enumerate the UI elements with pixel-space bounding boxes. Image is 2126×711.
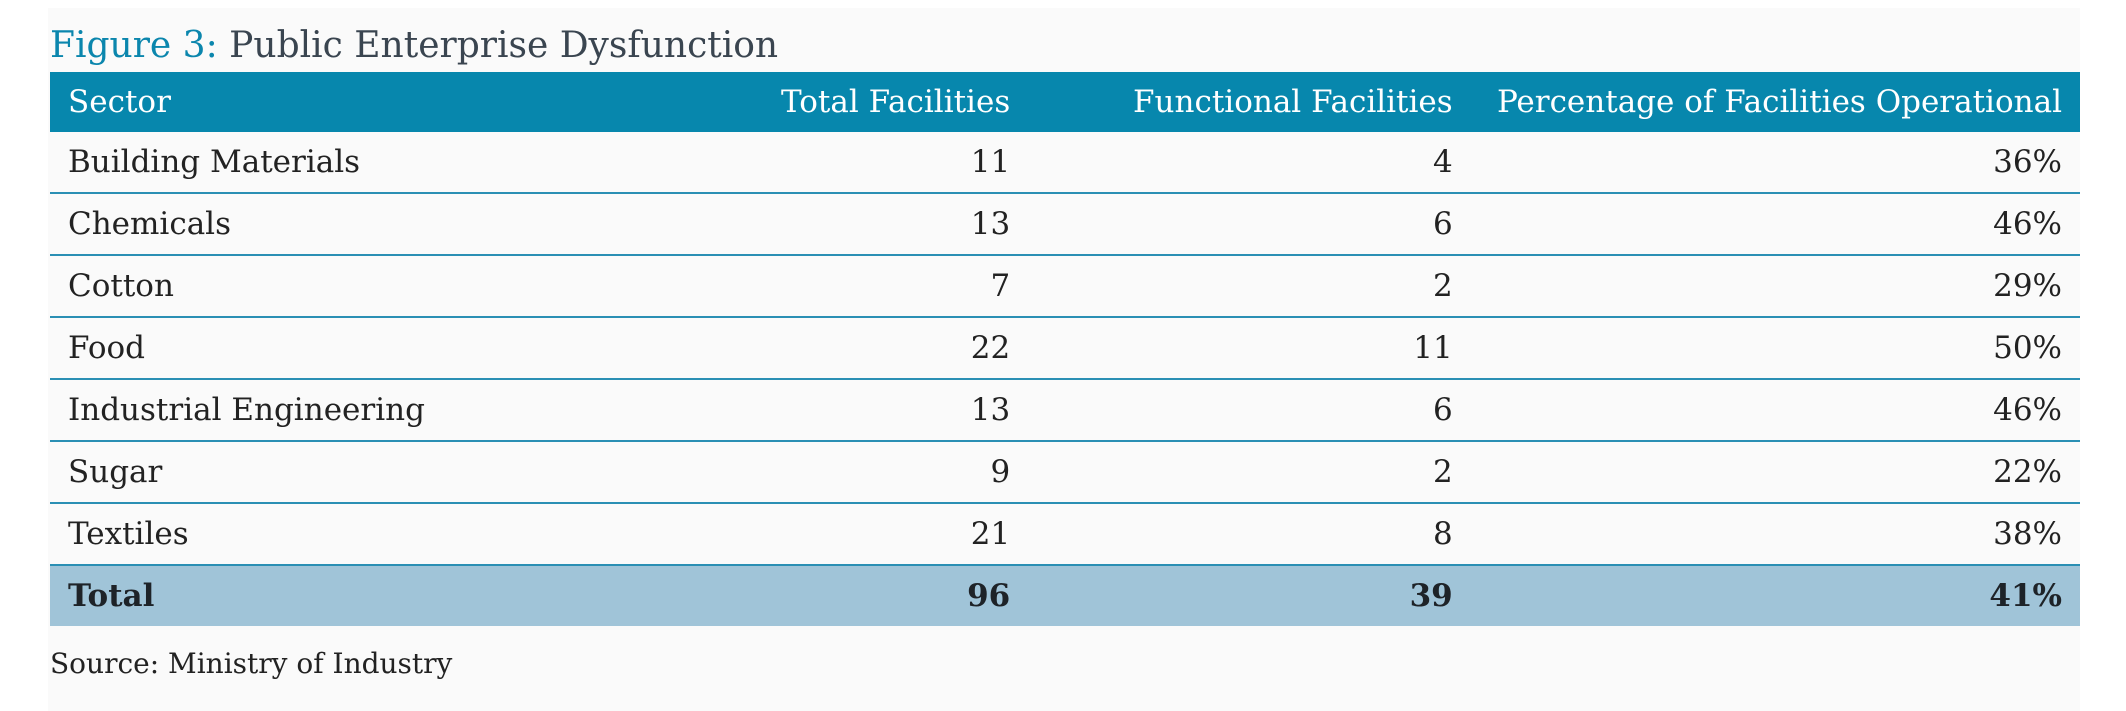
cell-total-facilities: 9 [675, 441, 1029, 504]
figure-title: Figure 3: Public Enterprise Dysfunction [50, 18, 778, 74]
column-header-percentage-operational: Percentage of Facilities Operational [1470, 72, 2080, 132]
cell-functional-facilities: 2 [1028, 255, 1471, 318]
total-label: Total [50, 565, 676, 626]
table-row: Sugar 9 2 22% [50, 441, 2080, 504]
table-row: Chemicals 13 6 46% [50, 193, 2080, 256]
table-footer: Total 96 39 41% [50, 565, 2080, 626]
cell-functional-facilities: 6 [1028, 379, 1471, 442]
cell-percentage-operational: 46% [1470, 193, 2080, 256]
total-percentage-value: 41% [1470, 565, 2080, 626]
cell-total-facilities: 13 [675, 379, 1029, 442]
column-header-total-facilities: Total Facilities [675, 72, 1029, 132]
total-functional-value: 39 [1028, 565, 1471, 626]
cell-total-facilities: 13 [675, 193, 1029, 256]
table-body: Building Materials 11 4 36% Chemicals 13… [50, 132, 2080, 566]
cell-percentage-operational: 22% [1470, 441, 2080, 504]
cell-total-facilities: 7 [675, 255, 1029, 318]
total-facilities-value: 96 [675, 565, 1029, 626]
cell-functional-facilities: 8 [1028, 503, 1471, 566]
cell-total-facilities: 21 [675, 503, 1029, 566]
total-row: Total 96 39 41% [50, 565, 2080, 626]
figure-name: Public Enterprise Dysfunction [229, 25, 779, 66]
cell-percentage-operational: 36% [1470, 132, 2080, 194]
cell-functional-facilities: 4 [1028, 132, 1471, 194]
cell-sector: Textiles [50, 503, 676, 566]
table-row: Food 22 11 50% [50, 317, 2080, 380]
cell-percentage-operational: 50% [1470, 317, 2080, 380]
table-row: Cotton 7 2 29% [50, 255, 2080, 318]
table-row: Industrial Engineering 13 6 46% [50, 379, 2080, 442]
cell-percentage-operational: 29% [1470, 255, 2080, 318]
cell-sector: Food [50, 317, 676, 380]
cell-sector: Sugar [50, 441, 676, 504]
cell-total-facilities: 11 [675, 132, 1029, 194]
header-row: Sector Total Facilities Functional Facil… [50, 72, 2080, 132]
cell-functional-facilities: 2 [1028, 441, 1471, 504]
cell-functional-facilities: 11 [1028, 317, 1471, 380]
table-row: Building Materials 11 4 36% [50, 132, 2080, 194]
cell-percentage-operational: 46% [1470, 379, 2080, 442]
cell-percentage-operational: 38% [1470, 503, 2080, 566]
cell-sector: Cotton [50, 255, 676, 318]
data-table: Sector Total Facilities Functional Facil… [50, 72, 2080, 626]
column-header-functional-facilities: Functional Facilities [1028, 72, 1471, 132]
column-header-sector: Sector [50, 72, 676, 132]
cell-total-facilities: 22 [675, 317, 1029, 380]
table-header: Sector Total Facilities Functional Facil… [50, 72, 2080, 132]
source-note: Source: Ministry of Industry [50, 647, 453, 680]
table-row: Textiles 21 8 38% [50, 503, 2080, 566]
cell-functional-facilities: 6 [1028, 193, 1471, 256]
cell-sector: Building Materials [50, 132, 676, 194]
figure-label: Figure 3: [50, 25, 218, 66]
cell-sector: Industrial Engineering [50, 379, 676, 442]
cell-sector: Chemicals [50, 193, 676, 256]
